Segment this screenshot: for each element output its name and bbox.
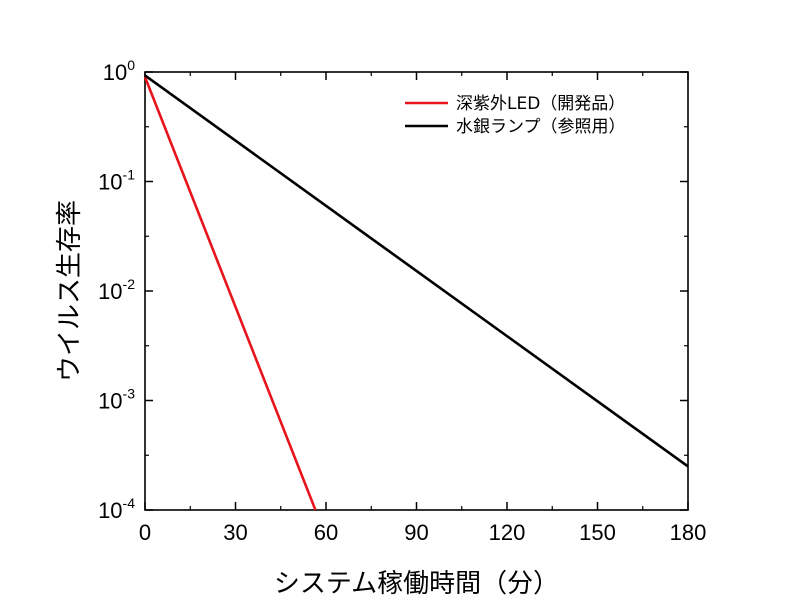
series-group (143, 74, 689, 511)
legend: 深紫外LED（開発品） 水銀ランプ（参照用） (405, 94, 626, 137)
x-tick-label: 60 (314, 520, 338, 545)
plot-frame (144, 71, 689, 511)
series-line-2 (144, 74, 689, 468)
x-axis-title: システム稼働時間（分） (274, 569, 559, 599)
x-tick-label: 30 (223, 520, 247, 545)
series-line-1 (143, 76, 317, 511)
y-tick-label: 10-1 (98, 167, 135, 195)
y-axis-title: ウイルス生存率 (55, 200, 85, 382)
x-tick-label: 180 (670, 520, 707, 545)
y-tick-label: 10-2 (98, 276, 135, 304)
x-tick-label: 120 (489, 520, 526, 545)
x-tick-labels: 0 30 60 90 120 150 180 (139, 520, 706, 545)
x-tick-label: 150 (579, 520, 616, 545)
x-tick-label: 0 (139, 520, 151, 545)
y-tick-label: 10-3 (98, 386, 135, 414)
y-tick-label: 10-4 (98, 495, 135, 523)
legend-label-1: 深紫外LED（開発品） (456, 94, 625, 114)
legend-label-2: 水銀ランプ（参照用） (456, 117, 626, 137)
axis-ticks (144, 71, 689, 511)
y-tick-label: 100 (103, 57, 135, 85)
y-tick-labels: 100 10-1 10-2 10-3 10-4 (98, 57, 135, 523)
x-tick-label: 90 (404, 520, 428, 545)
